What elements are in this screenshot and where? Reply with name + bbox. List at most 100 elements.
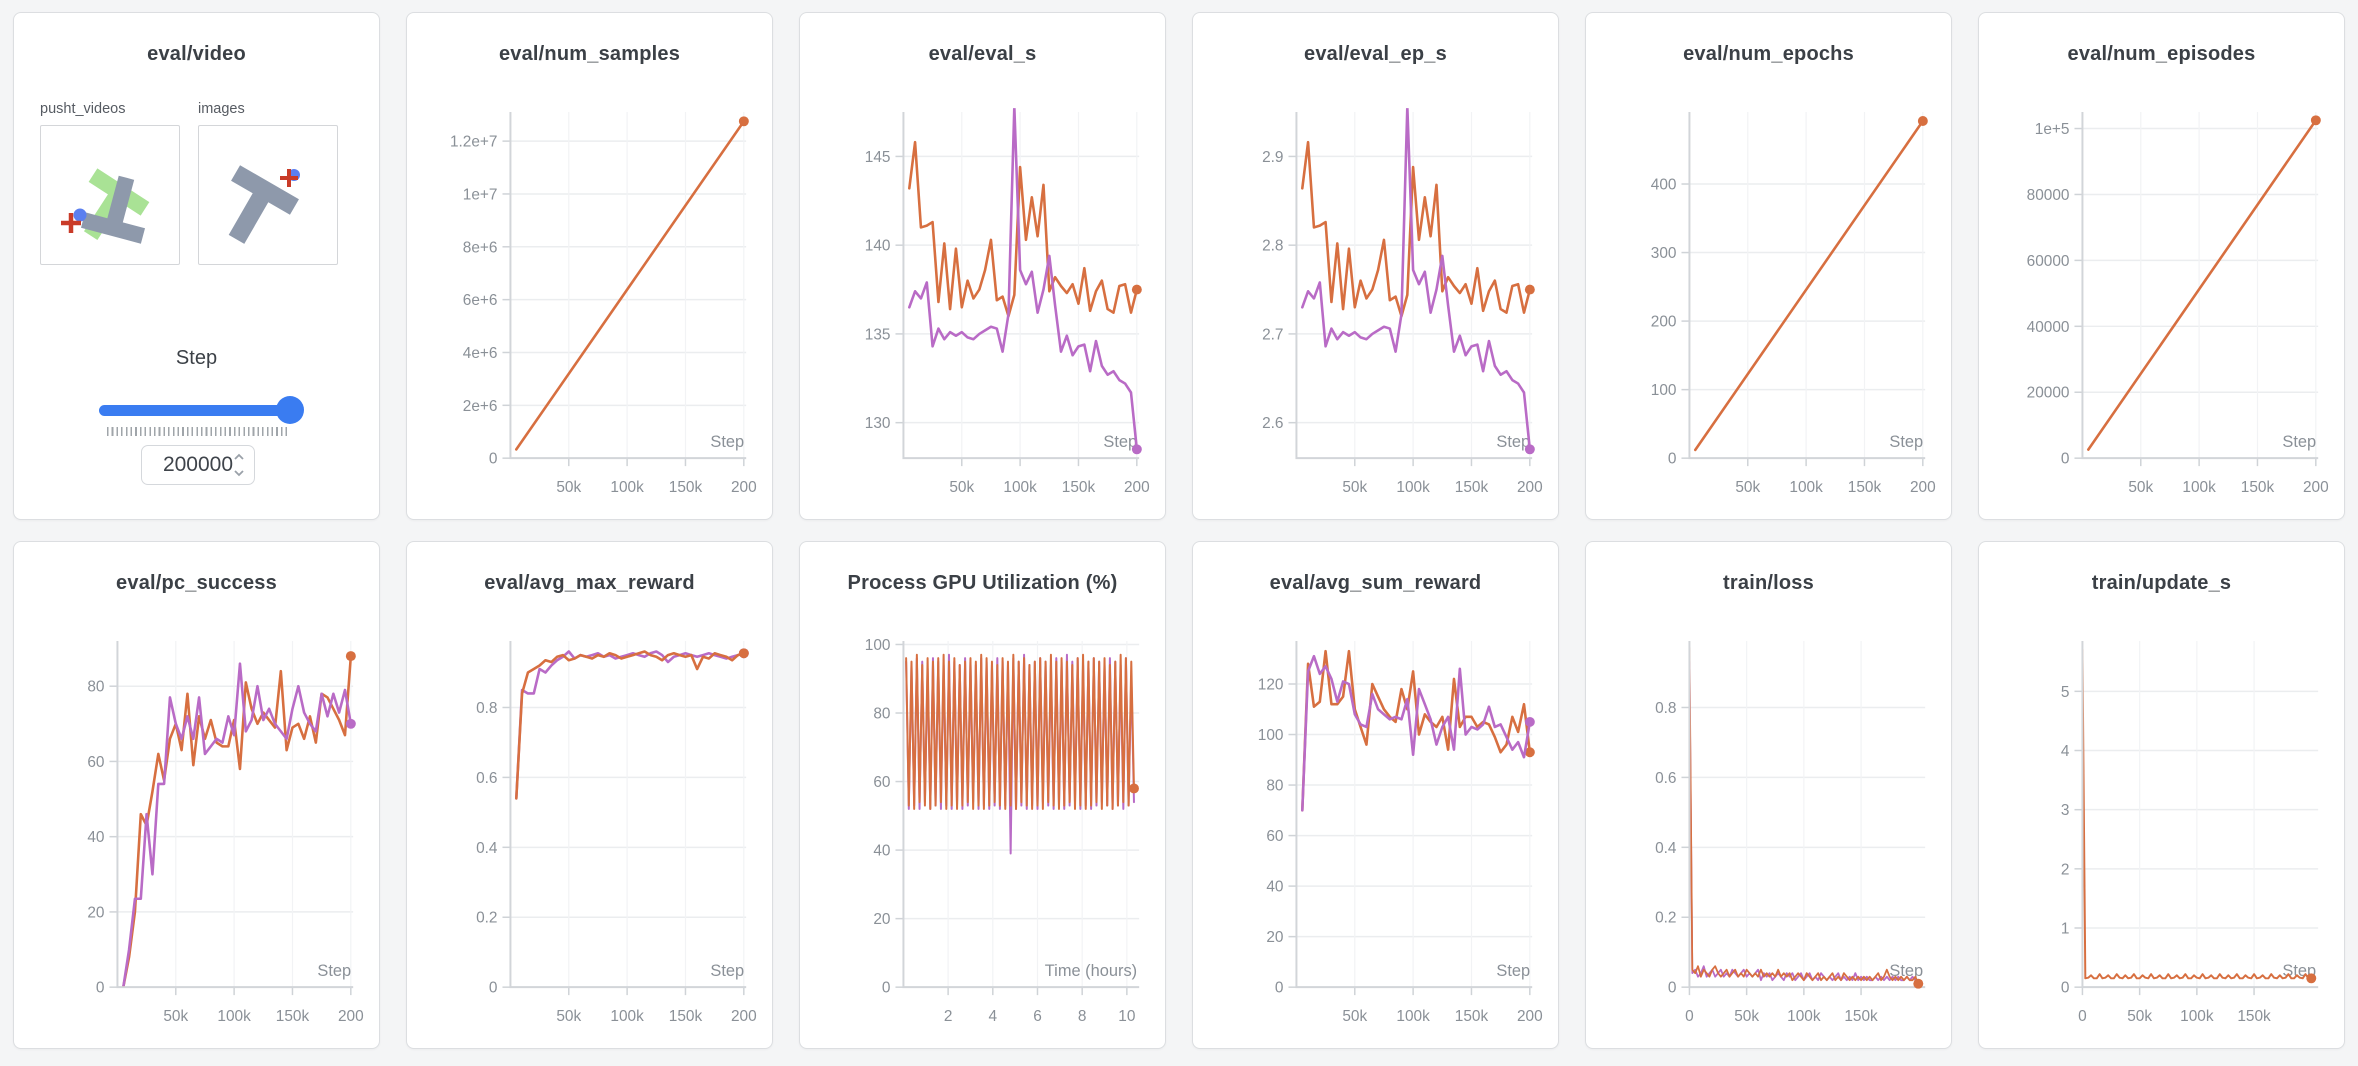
svg-text:100k: 100k xyxy=(1787,1008,1821,1025)
svg-text:100k: 100k xyxy=(610,1008,644,1025)
svg-text:150k: 150k xyxy=(669,1008,703,1025)
stepper-up-icon[interactable] xyxy=(233,453,245,461)
svg-text:5: 5 xyxy=(2061,684,2070,701)
svg-text:140: 140 xyxy=(865,238,891,255)
chart-title: eval/num_episodes xyxy=(2067,43,2256,65)
chart-title: eval/num_epochs xyxy=(1683,43,1854,65)
svg-text:4: 4 xyxy=(2061,743,2070,760)
svg-text:200: 200 xyxy=(1517,479,1543,496)
chart-canvas-num-samples[interactable]: 0 2e+6 4e+6 6e+6 8e+6 1e+7 1.2e+7 50k 100k 150k 20… xyxy=(407,95,772,515)
svg-text:100: 100 xyxy=(1258,727,1284,744)
svg-text:0: 0 xyxy=(1275,980,1284,997)
svg-text:1.2e+7: 1.2e+7 xyxy=(450,134,498,151)
svg-text:8e+6: 8e+6 xyxy=(463,239,498,256)
svg-text:200: 200 xyxy=(1651,314,1677,331)
svg-text:120: 120 xyxy=(1258,676,1284,693)
svg-text:1e+5: 1e+5 xyxy=(2035,121,2070,138)
stepper-down-icon[interactable] xyxy=(233,469,245,477)
svg-text:Step: Step xyxy=(710,962,744,980)
chart-canvas-num-epochs[interactable]: 0 100 200 300 400 50k 100k 150k 200 Step xyxy=(1586,95,1951,515)
chart-canvas-avg-max-reward[interactable]: 0 0.2 0.4 0.6 0.8 50k 100k 150k 200 Step xyxy=(407,624,772,1044)
chart-canvas-pc-success[interactable]: 0 20 40 60 80 50k 100k 150k 200 Step xyxy=(14,624,379,1044)
svg-text:Step: Step xyxy=(1496,962,1530,980)
svg-text:50k: 50k xyxy=(2128,479,2153,496)
agent-dot xyxy=(73,208,87,222)
svg-text:20000: 20000 xyxy=(2027,385,2070,402)
svg-text:200: 200 xyxy=(1124,479,1150,496)
svg-text:150k: 150k xyxy=(1848,479,1882,496)
svg-text:50k: 50k xyxy=(949,479,974,496)
svg-text:Step: Step xyxy=(2282,433,2316,451)
target-cross-icon xyxy=(61,213,81,233)
panel-gpu-utilization: Process GPU Utilization (%) 0 20 40 60 80 100… xyxy=(799,541,1166,1049)
svg-text:200: 200 xyxy=(1910,479,1936,496)
svg-text:2.6: 2.6 xyxy=(1262,415,1283,432)
video-thumbnail-pusht[interactable] xyxy=(40,125,180,265)
svg-text:4e+6: 4e+6 xyxy=(463,345,498,362)
svg-text:80: 80 xyxy=(873,705,890,722)
svg-text:150k: 150k xyxy=(1455,1008,1489,1025)
svg-text:50k: 50k xyxy=(1342,479,1367,496)
svg-text:Step: Step xyxy=(317,962,351,980)
svg-text:6: 6 xyxy=(1033,1008,1042,1025)
svg-text:4: 4 xyxy=(989,1008,998,1025)
svg-text:0.2: 0.2 xyxy=(1655,910,1676,927)
svg-text:200: 200 xyxy=(1517,1008,1543,1025)
svg-text:60: 60 xyxy=(87,754,104,771)
chart-canvas-num-episodes[interactable]: 0 20000 40000 60000 80000 1e+5 50k 100k 150k 200 S… xyxy=(1979,95,2344,515)
chart-title: Process GPU Utilization (%) xyxy=(847,572,1118,594)
svg-text:0.6: 0.6 xyxy=(1655,770,1676,787)
svg-text:Step: Step xyxy=(1496,433,1530,451)
svg-text:50k: 50k xyxy=(1734,1008,1759,1025)
svg-text:100k: 100k xyxy=(610,479,644,496)
step-input-value: 200000 xyxy=(162,453,234,476)
svg-text:150k: 150k xyxy=(2237,1008,2271,1025)
svg-text:Step: Step xyxy=(1889,433,1923,451)
chart-canvas-avg-sum-reward[interactable]: 0 20 40 60 80 100 120 50k 100k 150k 200 Step xyxy=(1193,624,1558,1044)
step-slider-label: Step xyxy=(175,347,218,369)
svg-text:0: 0 xyxy=(489,451,498,468)
svg-text:Time (hours): Time (hours) xyxy=(1045,962,1137,980)
chart-canvas-train-update-s[interactable]: 0 1 2 3 4 5 0 50k 100k 150k Step xyxy=(1979,624,2344,1044)
panel-eval-eval-ep-s: eval/eval_ep_s 2.6 2.7 2.8 2.9 50k 100k 150k 20… xyxy=(1192,12,1559,520)
step-slider-thumb[interactable] xyxy=(276,396,304,424)
video-thumbnail-images[interactable] xyxy=(198,125,338,265)
chart-canvas-train-loss[interactable]: 0 0.2 0.4 0.6 0.8 0 50k 100k 150k Step xyxy=(1586,624,1951,1044)
svg-text:100: 100 xyxy=(865,637,891,654)
panel-eval-num-samples: eval/num_samples 0 2e+6 4e+6 6e+6 8e+6 1e+7 1.… xyxy=(406,12,773,520)
svg-text:2.8: 2.8 xyxy=(1262,238,1283,255)
chart-title: eval/eval_s xyxy=(928,43,1037,65)
svg-text:150k: 150k xyxy=(1062,479,1096,496)
step-slider[interactable] xyxy=(99,405,295,416)
svg-text:0: 0 xyxy=(1668,451,1677,468)
svg-text:60: 60 xyxy=(1266,828,1283,845)
panel-eval-num-epochs: eval/num_epochs 0 100 200 300 400 50k 100k 150k… xyxy=(1585,12,1952,520)
chart-canvas-gpu-utilization[interactable]: 0 20 40 60 80 100 2 4 6 8 10 Time (hours) xyxy=(800,624,1165,1044)
panel-eval-eval-s: eval/eval_s 130 135 140 145 50k 100k 150k 200 St… xyxy=(799,12,1166,520)
chart-canvas-eval-ep-s[interactable]: 2.6 2.7 2.8 2.9 50k 100k 150k 200 Step xyxy=(1193,95,1558,515)
chart-canvas-eval-s[interactable]: 130 135 140 145 50k 100k 150k 200 Step xyxy=(800,95,1165,515)
panel-eval-video: eval/video pusht_videos images xyxy=(13,12,380,520)
svg-text:Step: Step xyxy=(1889,962,1923,980)
chart-title: eval/num_samples xyxy=(498,43,681,65)
svg-text:Step: Step xyxy=(710,433,744,451)
step-input[interactable]: 200000 xyxy=(141,445,255,485)
svg-text:40: 40 xyxy=(87,829,104,846)
svg-text:200: 200 xyxy=(731,479,757,496)
svg-text:0: 0 xyxy=(2061,451,2070,468)
svg-text:20: 20 xyxy=(1266,929,1283,946)
step-slider-ticks xyxy=(107,427,289,436)
svg-text:0: 0 xyxy=(882,980,891,997)
svg-text:2.7: 2.7 xyxy=(1262,326,1283,343)
svg-text:0.2: 0.2 xyxy=(476,910,497,927)
svg-text:2: 2 xyxy=(944,1008,953,1025)
svg-text:0: 0 xyxy=(1668,980,1677,997)
svg-text:100: 100 xyxy=(1651,382,1677,399)
svg-text:0: 0 xyxy=(1685,1008,1694,1025)
svg-text:100k: 100k xyxy=(2182,479,2216,496)
svg-text:200: 200 xyxy=(731,1008,757,1025)
images-label: images xyxy=(198,101,245,117)
panel-title: eval/video xyxy=(147,43,246,65)
svg-text:2.9: 2.9 xyxy=(1262,149,1283,166)
chart-title: eval/avg_sum_reward xyxy=(1269,572,1482,594)
